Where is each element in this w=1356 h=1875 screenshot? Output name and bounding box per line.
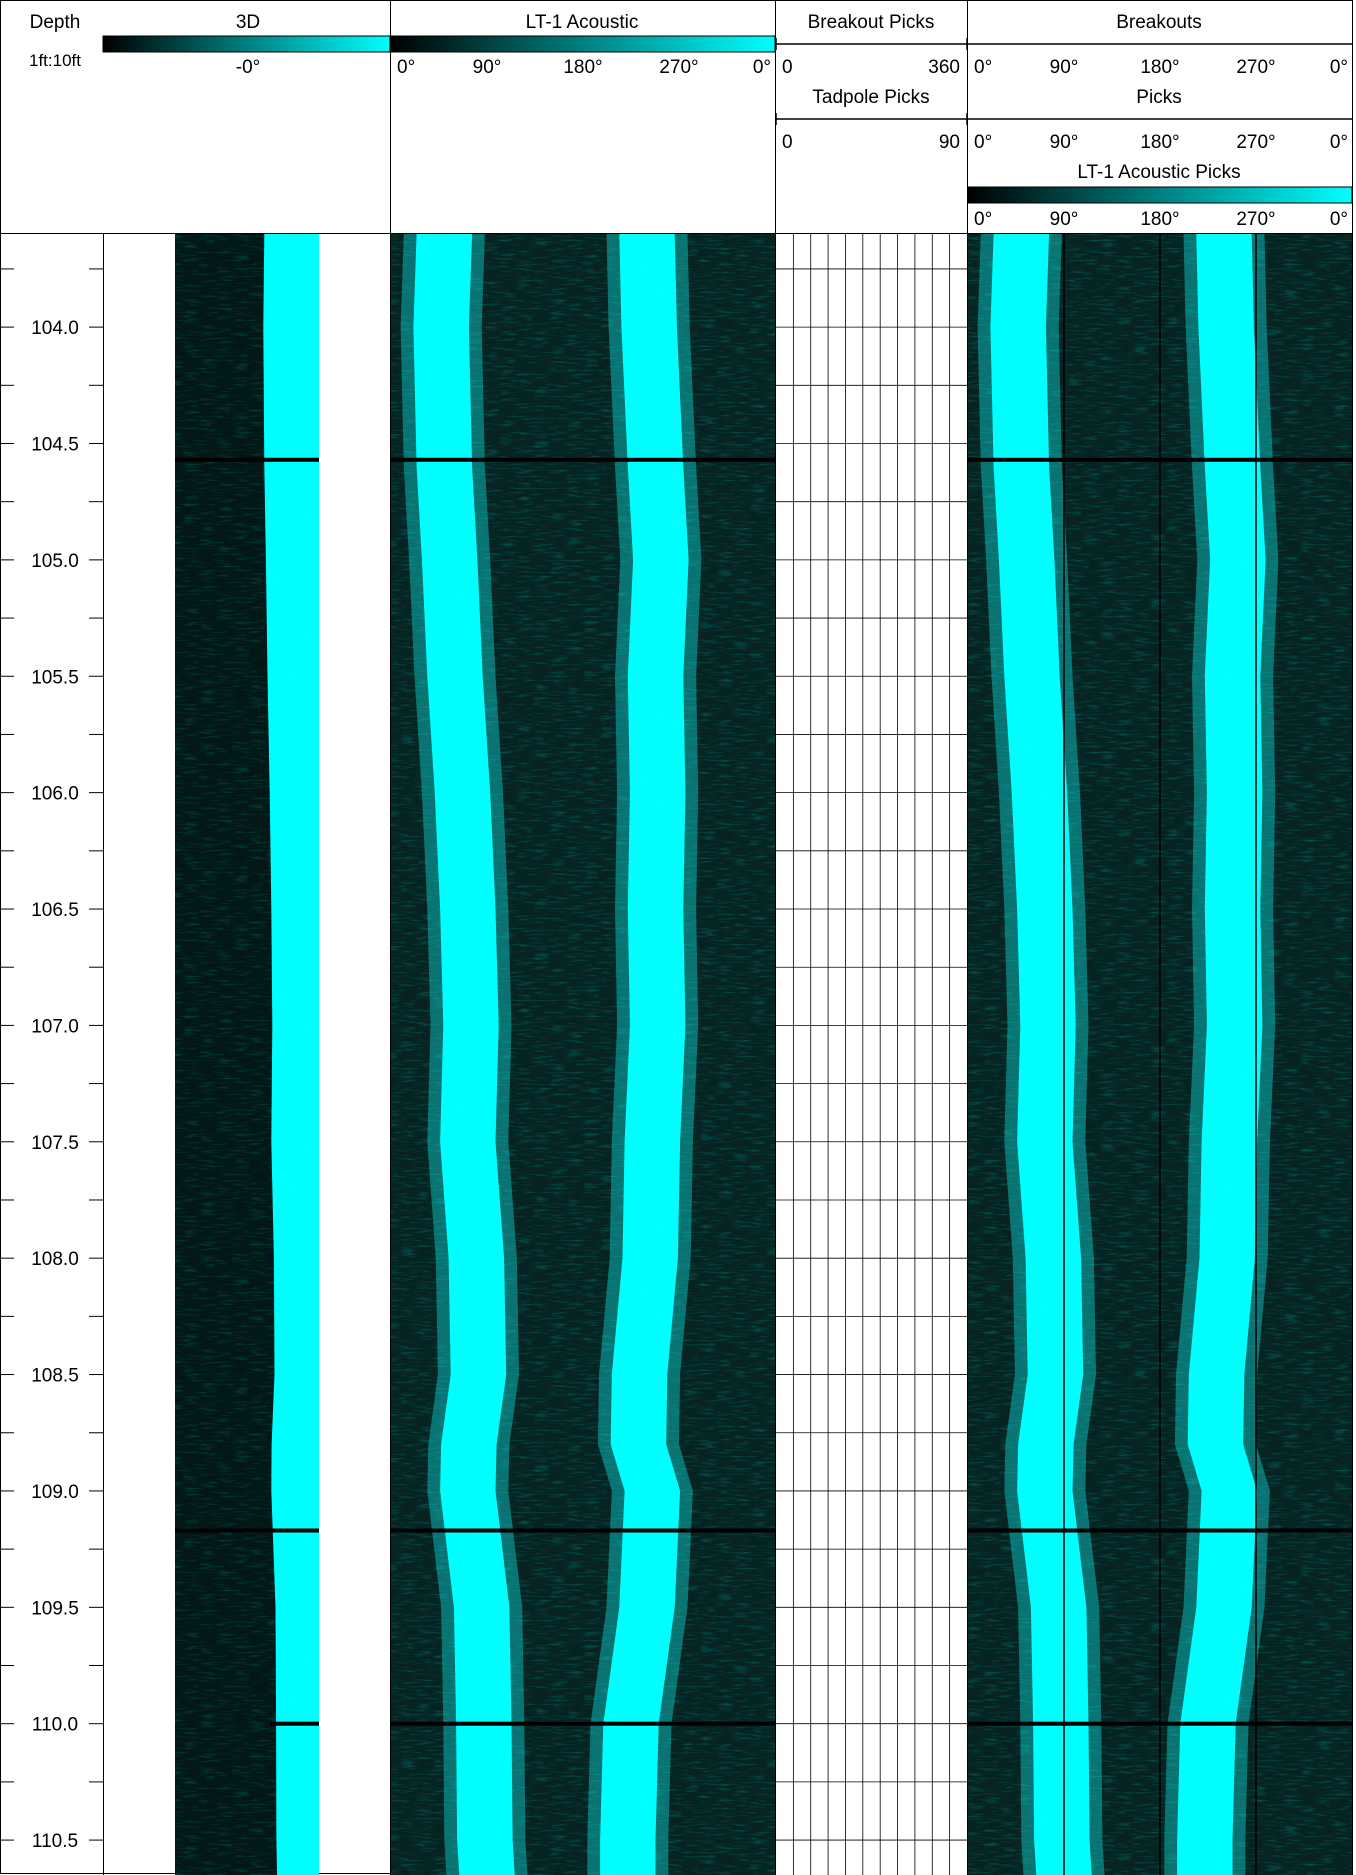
depth-label: 110.5 [32, 1831, 78, 1852]
picks-scale-line [966, 113, 1352, 125]
track-acoustic-title: LT-1 Acoustic [526, 12, 639, 33]
track-3d-scale-label: -0° [236, 57, 261, 78]
lt1-picks-scale-tick-3: 270° [1236, 209, 1275, 230]
track-3d-colorbar [102, 35, 391, 53]
picks-scale-tick-4: 0° [1330, 132, 1348, 153]
3d-dark-band-2 [270, 1721, 319, 1726]
depth-label: 107.0 [31, 1016, 79, 1037]
breakout-picks-scale-line [775, 38, 967, 50]
depth-label: 104.0 [31, 318, 79, 339]
depth-label: 108.0 [31, 1249, 79, 1270]
3d-dark-band-1 [175, 1528, 319, 1533]
lt1-picks-scale-tick-0: 0° [974, 209, 992, 230]
depth-label: 106.0 [31, 784, 79, 805]
depth-label: 108.5 [31, 1366, 79, 1387]
depth-label: 105.5 [31, 667, 79, 688]
acoustic-dark-band-0 [391, 457, 775, 462]
acoustic-scale-tick-4: 0° [753, 57, 771, 78]
lt1-picks-scale-tick-1: 90° [1050, 209, 1079, 230]
depth-label: 107.5 [31, 1133, 79, 1154]
depth-label: 109.5 [31, 1598, 79, 1619]
3d-texture [175, 234, 319, 1875]
track-3d-title: 3D [236, 12, 260, 33]
picks-grid-track [776, 234, 967, 1875]
track-acoustic-image [391, 234, 775, 1875]
breakout-picks-scale-max: 360 [928, 57, 960, 78]
breakout-picks-title: Breakout Picks [808, 12, 935, 33]
lt1-picks-scale-tick-2: 180° [1140, 209, 1179, 230]
breakouts-scale-ticks: 0° 90° 180° 270° 0° [974, 57, 1348, 78]
breakout-picks-scale-min: 0 [782, 57, 793, 78]
3d-dark-band-0 [175, 457, 319, 462]
tadpole-picks-title: Tadpole Picks [812, 87, 929, 108]
picks-scale-tick-2: 180° [1140, 132, 1179, 153]
breakouts-scale-tick-3: 270° [1236, 57, 1275, 78]
breakouts-scale-tick-2: 180° [1140, 57, 1179, 78]
picks-scale-tick-0: 0° [974, 132, 992, 153]
track-acoustic-scale-ticks: 0° 90° 180° 270° 0° [397, 57, 771, 78]
breakouts-scale-tick-4: 0° [1330, 57, 1348, 78]
lt1-acoustic-picks-colorbar [967, 186, 1353, 204]
breakouts-scale-tick-1: 90° [1050, 57, 1079, 78]
picks-scale-ticks: 0° 90° 180° 270° 0° [974, 132, 1348, 153]
acoustic-dark-band-1 [391, 1528, 775, 1533]
picks-scale-tick-1: 90° [1050, 132, 1079, 153]
tadpole-picks-scale-line [775, 113, 967, 125]
depth-label: 105.0 [31, 551, 79, 572]
acoustic-texture [391, 234, 775, 1875]
depth-label: 104.5 [31, 434, 79, 455]
depth-label: 110.0 [32, 1715, 78, 1736]
acoustic-scale-tick-0: 0° [397, 57, 415, 78]
depth-label: 109.0 [31, 1482, 79, 1503]
breakouts-title: Breakouts [1116, 12, 1202, 33]
track-boundaries [390, 0, 1353, 1875]
track-3d-image [175, 234, 319, 1875]
acoustic-scale-tick-3: 270° [659, 57, 698, 78]
acoustic-scale-tick-1: 90° [473, 57, 502, 78]
lt1-acoustic-picks-scale-ticks: 0° 90° 180° 270° 0° [974, 209, 1348, 230]
lt1-acoustic-picks-title: LT-1 Acoustic Picks [1077, 162, 1240, 183]
acoustic-scale-tick-2: 180° [563, 57, 602, 78]
picks-title: Picks [1136, 87, 1181, 108]
lt1-picks-scale-tick-4: 0° [1330, 209, 1348, 230]
depth-scale-label: 1ft:10ft [29, 51, 81, 70]
acoustic-dark-band-2 [391, 1721, 775, 1726]
depth-track-title: Depth [30, 12, 81, 33]
picks-scale-tick-3: 270° [1236, 132, 1275, 153]
track-acoustic-picks-image [968, 234, 1352, 1875]
tadpole-picks-scale-min: 0 [782, 132, 793, 153]
track-acoustic-colorbar [390, 35, 776, 53]
breakouts-scale-line [966, 38, 1352, 50]
tadpole-picks-scale-max: 90 [939, 132, 960, 153]
depth-track: 104.0 104.5 105.0 105.5 106.0 106.5 107.0 107.5… [0, 268, 103, 1852]
breakouts-scale-tick-0: 0° [974, 57, 992, 78]
depth-label: 106.5 [31, 900, 79, 921]
